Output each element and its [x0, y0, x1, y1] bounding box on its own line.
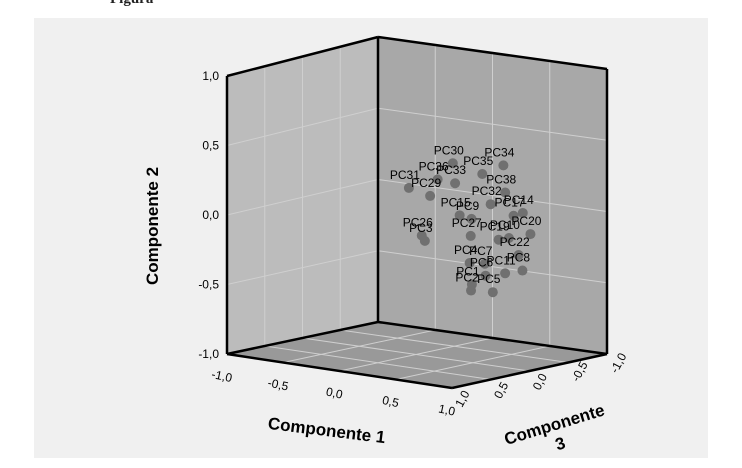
point-label: PC33	[436, 163, 466, 177]
figure-caption: Figura	[110, 0, 630, 9]
point-label: PC17	[495, 196, 525, 210]
data-point	[480, 270, 491, 281]
point-label: PC38	[486, 173, 516, 187]
y-tick-label: 1,0	[202, 69, 219, 83]
point-label: PC2	[455, 271, 479, 285]
x-axis-title: Componente 1	[267, 414, 386, 447]
data-point	[450, 178, 461, 189]
y-tick-label: 0,5	[202, 139, 219, 153]
z-tick-label: 0,5	[491, 379, 511, 401]
data-point	[517, 265, 528, 276]
grid-line	[226, 107, 379, 146]
point-label: PC29	[411, 176, 441, 190]
box-edge	[377, 320, 608, 356]
data-point	[525, 229, 536, 240]
data-point	[503, 233, 514, 244]
data-point	[508, 210, 519, 221]
box-edge	[226, 352, 453, 390]
data-point	[493, 234, 504, 245]
box-edge	[226, 320, 379, 356]
grid-line	[264, 345, 491, 380]
data-point	[479, 258, 490, 269]
data-point	[454, 210, 465, 221]
x-tick-label: 0,5	[381, 393, 401, 410]
point-label: PC6	[470, 256, 494, 270]
data-point	[513, 250, 524, 261]
point-label: PC11	[487, 253, 516, 267]
data-point	[517, 207, 528, 218]
point-label: PC8	[507, 251, 531, 265]
data-point	[464, 258, 475, 269]
point-label: PC14	[504, 193, 534, 207]
point-label: PC20	[511, 214, 541, 228]
box-edge	[377, 35, 608, 71]
x-tick-label: 1,0	[437, 402, 457, 419]
point-label: PC36	[419, 159, 449, 173]
box-edges	[225, 35, 609, 390]
grid-line	[377, 179, 608, 212]
point-label: PC19	[480, 220, 510, 234]
point-label: PC7	[469, 244, 493, 258]
point-label: PC3	[409, 221, 433, 235]
x-tick-label: -0,5	[267, 376, 290, 394]
point-label: PC26	[403, 215, 433, 229]
point-label: PC15	[441, 195, 471, 209]
data-point	[498, 160, 509, 171]
data-point	[403, 182, 414, 193]
data-point	[500, 268, 511, 279]
data-point	[465, 230, 476, 241]
x-tick-label: 0,0	[325, 385, 345, 402]
y-tick-label: 0,0	[202, 208, 219, 222]
x-tick-label: -1,0	[210, 367, 233, 385]
point-label: PC22	[500, 235, 530, 249]
point-label: PC1	[456, 264, 480, 278]
point-label: PC4	[454, 243, 478, 257]
point-label: PC27	[452, 216, 482, 230]
y-axis-title: Componente 2	[143, 167, 162, 285]
data-point	[485, 199, 496, 210]
grid-line	[377, 107, 608, 141]
data-point	[487, 287, 498, 298]
box-edge	[226, 35, 379, 78]
box-edge	[451, 352, 608, 390]
z-tick-label: 0,0	[530, 371, 550, 393]
data-point	[416, 230, 427, 241]
point-label: PC32	[472, 184, 502, 198]
point-label: PC31	[390, 168, 420, 182]
point-label: PC30	[434, 143, 464, 157]
z-tick-label: -1,0	[607, 350, 629, 375]
data-point	[447, 158, 458, 169]
data-point	[466, 285, 477, 296]
data-point	[477, 169, 488, 180]
data-point	[425, 190, 436, 201]
point-label: PC5	[477, 272, 501, 286]
y-tick-label: -1,0	[198, 347, 219, 361]
point-label: PC35	[463, 154, 493, 168]
y-tick-label: -0,5	[198, 278, 219, 292]
z-axis-title: Componente3	[502, 400, 613, 468]
point-label: PC9	[456, 199, 480, 213]
grid-line	[302, 337, 530, 372]
data-point	[500, 187, 511, 198]
data-points	[403, 158, 536, 298]
point-label: PC34	[484, 145, 514, 159]
z-title-line: 3	[553, 433, 568, 454]
data-point	[432, 174, 443, 185]
grid-line	[395, 345, 550, 380]
data-point	[466, 213, 477, 224]
point-label: PC10	[490, 218, 520, 232]
